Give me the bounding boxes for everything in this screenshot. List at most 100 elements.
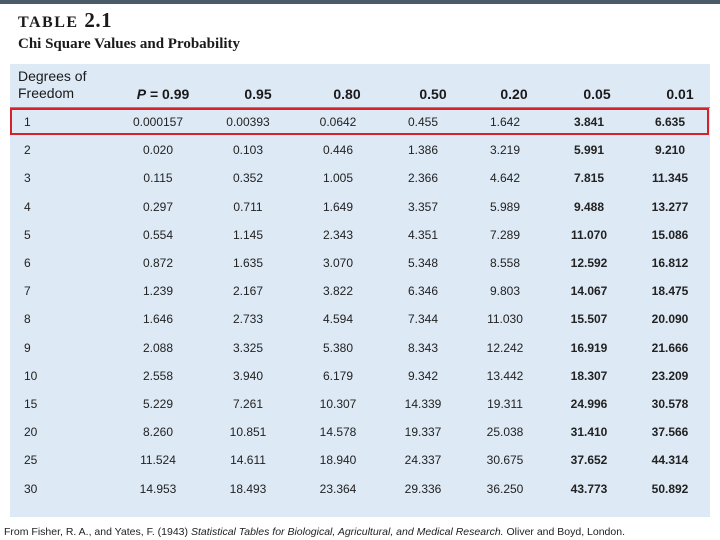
df-header-line2: Freedom <box>18 85 75 101</box>
df-cell: 2 <box>24 143 31 158</box>
table-panel <box>10 64 710 517</box>
value-cell: 14.611 <box>230 453 266 468</box>
p-header-0-95: 0.95 <box>244 86 272 102</box>
value-cell: 5.229 <box>142 397 174 411</box>
value-cell: 24.337 <box>404 453 442 468</box>
value-cell: 21.666 <box>651 340 689 355</box>
value-cell: 18.475 <box>651 284 689 299</box>
value-cell: 0.711 <box>233 199 263 214</box>
value-cell: 6.346 <box>407 284 439 299</box>
header-divider <box>10 107 710 108</box>
value-cell: 2.733 <box>232 312 264 327</box>
value-cell: 31.410 <box>570 425 608 440</box>
value-cell: 19.311 <box>487 397 523 411</box>
value-cell: 1.649 <box>322 199 354 214</box>
value-cell: 1.646 <box>142 312 174 327</box>
df-cell: 3 <box>24 171 31 186</box>
source-book-title: Statistical Tables for Biological, Agric… <box>190 526 504 538</box>
value-cell: 3.325 <box>232 340 264 355</box>
value-cell: 0.554 <box>142 227 174 242</box>
value-cell: 3.822 <box>322 284 354 299</box>
value-cell: 0.297 <box>142 199 174 214</box>
table-label: TABLE <box>18 14 79 31</box>
value-cell: 1.239 <box>142 284 174 299</box>
value-cell: 2.088 <box>142 340 174 355</box>
value-cell: 0.446 <box>322 143 354 158</box>
value-cell: 14.339 <box>404 397 442 411</box>
p-header-0-99: P = 0.99 <box>118 86 208 102</box>
df-cell: 8 <box>24 312 31 327</box>
p-symbol: P <box>136 86 147 102</box>
value-cell: 4.351 <box>407 227 439 242</box>
value-cell: 8.260 <box>142 425 174 440</box>
value-cell: 25.038 <box>486 425 524 440</box>
table-row: 25 11.524 14.611 18.940 24.337 30.675 37.652 44… <box>10 446 710 474</box>
value-cell: 12.242 <box>486 340 524 355</box>
p-header-0-20: 0.20 <box>500 86 528 102</box>
table-number-value: 2.1 <box>84 8 113 32</box>
value-cell: 0.455 <box>407 115 439 129</box>
value-cell: 11.070 <box>570 227 608 242</box>
value-cell: 3.841 <box>573 115 605 129</box>
value-cell: 1.642 <box>489 115 521 129</box>
value-cell: 9.210 <box>654 143 686 158</box>
value-cell: 0.872 <box>142 256 174 270</box>
value-cell: 6.179 <box>322 368 354 383</box>
value-cell: 0.115 <box>143 171 173 186</box>
value-cell: 8.558 <box>489 256 521 270</box>
table-row: 6 0.872 1.635 3.070 5.348 8.558 12.592 16.812 <box>10 249 710 277</box>
value-cell: 11.345 <box>651 171 689 186</box>
value-cell: 5.989 <box>489 199 521 214</box>
value-cell: 24.996 <box>570 397 608 411</box>
value-cell: 12.592 <box>570 256 608 270</box>
df-column-header: Degrees of Freedom <box>18 68 86 102</box>
df-header-line1: Degrees of <box>18 68 87 84</box>
value-cell: 4.594 <box>322 312 354 327</box>
value-cell: 18.940 <box>319 453 357 468</box>
df-cell: 6 <box>24 256 31 270</box>
value-cell: 11.030 <box>487 312 523 327</box>
df-cell: 5 <box>24 227 31 242</box>
value-cell: 14.953 <box>139 481 177 496</box>
value-cell: 15.507 <box>570 312 608 327</box>
value-cell: 5.991 <box>573 143 605 158</box>
value-cell: 2.366 <box>407 171 439 186</box>
value-cell: 44.314 <box>651 453 689 468</box>
df-cell: 1 <box>24 115 31 129</box>
value-cell: 36.250 <box>486 481 524 496</box>
table-row: 1 0.000157 0.00393 0.0642 0.455 1.642 3.841 6.6… <box>10 108 710 136</box>
table-row: 20 8.260 10.851 14.578 19.337 25.038 31.410 37.… <box>10 418 710 446</box>
value-cell: 3.357 <box>407 199 439 214</box>
value-cell: 3.219 <box>489 143 521 158</box>
value-cell: 8.343 <box>407 340 439 355</box>
value-cell: 0.000157 <box>132 115 184 129</box>
value-cell: 14.067 <box>570 284 608 299</box>
top-border <box>0 0 720 4</box>
table-row: 5 0.554 1.145 2.343 4.351 7.289 11.070 15.086 <box>10 221 710 249</box>
source-authors: From Fisher, R. A., and Yates, F. (1943) <box>4 526 191 538</box>
value-cell: 50.892 <box>651 481 689 496</box>
value-cell: 11.524 <box>140 453 176 468</box>
value-cell: 18.307 <box>570 368 608 383</box>
p-header-0-80: 0.80 <box>333 86 361 102</box>
p-header-0-05: 0.05 <box>583 86 611 102</box>
value-cell: 23.209 <box>651 368 689 383</box>
value-cell: 1.386 <box>407 143 439 158</box>
value-cell: 5.348 <box>407 256 439 270</box>
value-cell: 18.493 <box>229 481 267 496</box>
value-cell: 37.566 <box>651 425 689 440</box>
value-cell: 2.558 <box>142 368 174 383</box>
value-cell: 7.289 <box>489 227 521 242</box>
table-row: 8 1.646 2.733 4.594 7.344 11.030 15.507 20.090 <box>10 305 710 333</box>
value-cell: 3.940 <box>232 368 264 383</box>
source-publisher: Oliver and Boyd, London. <box>503 526 625 538</box>
df-cell: 7 <box>24 284 31 299</box>
value-cell: 20.090 <box>651 312 689 327</box>
value-cell: 0.103 <box>232 143 264 158</box>
value-cell: 0.0642 <box>319 115 357 129</box>
df-cell: 15 <box>24 397 38 411</box>
value-cell: 7.344 <box>407 312 439 327</box>
value-cell: 1.145 <box>232 227 264 242</box>
value-cell: 30.675 <box>486 453 524 468</box>
df-cell: 20 <box>24 425 38 440</box>
